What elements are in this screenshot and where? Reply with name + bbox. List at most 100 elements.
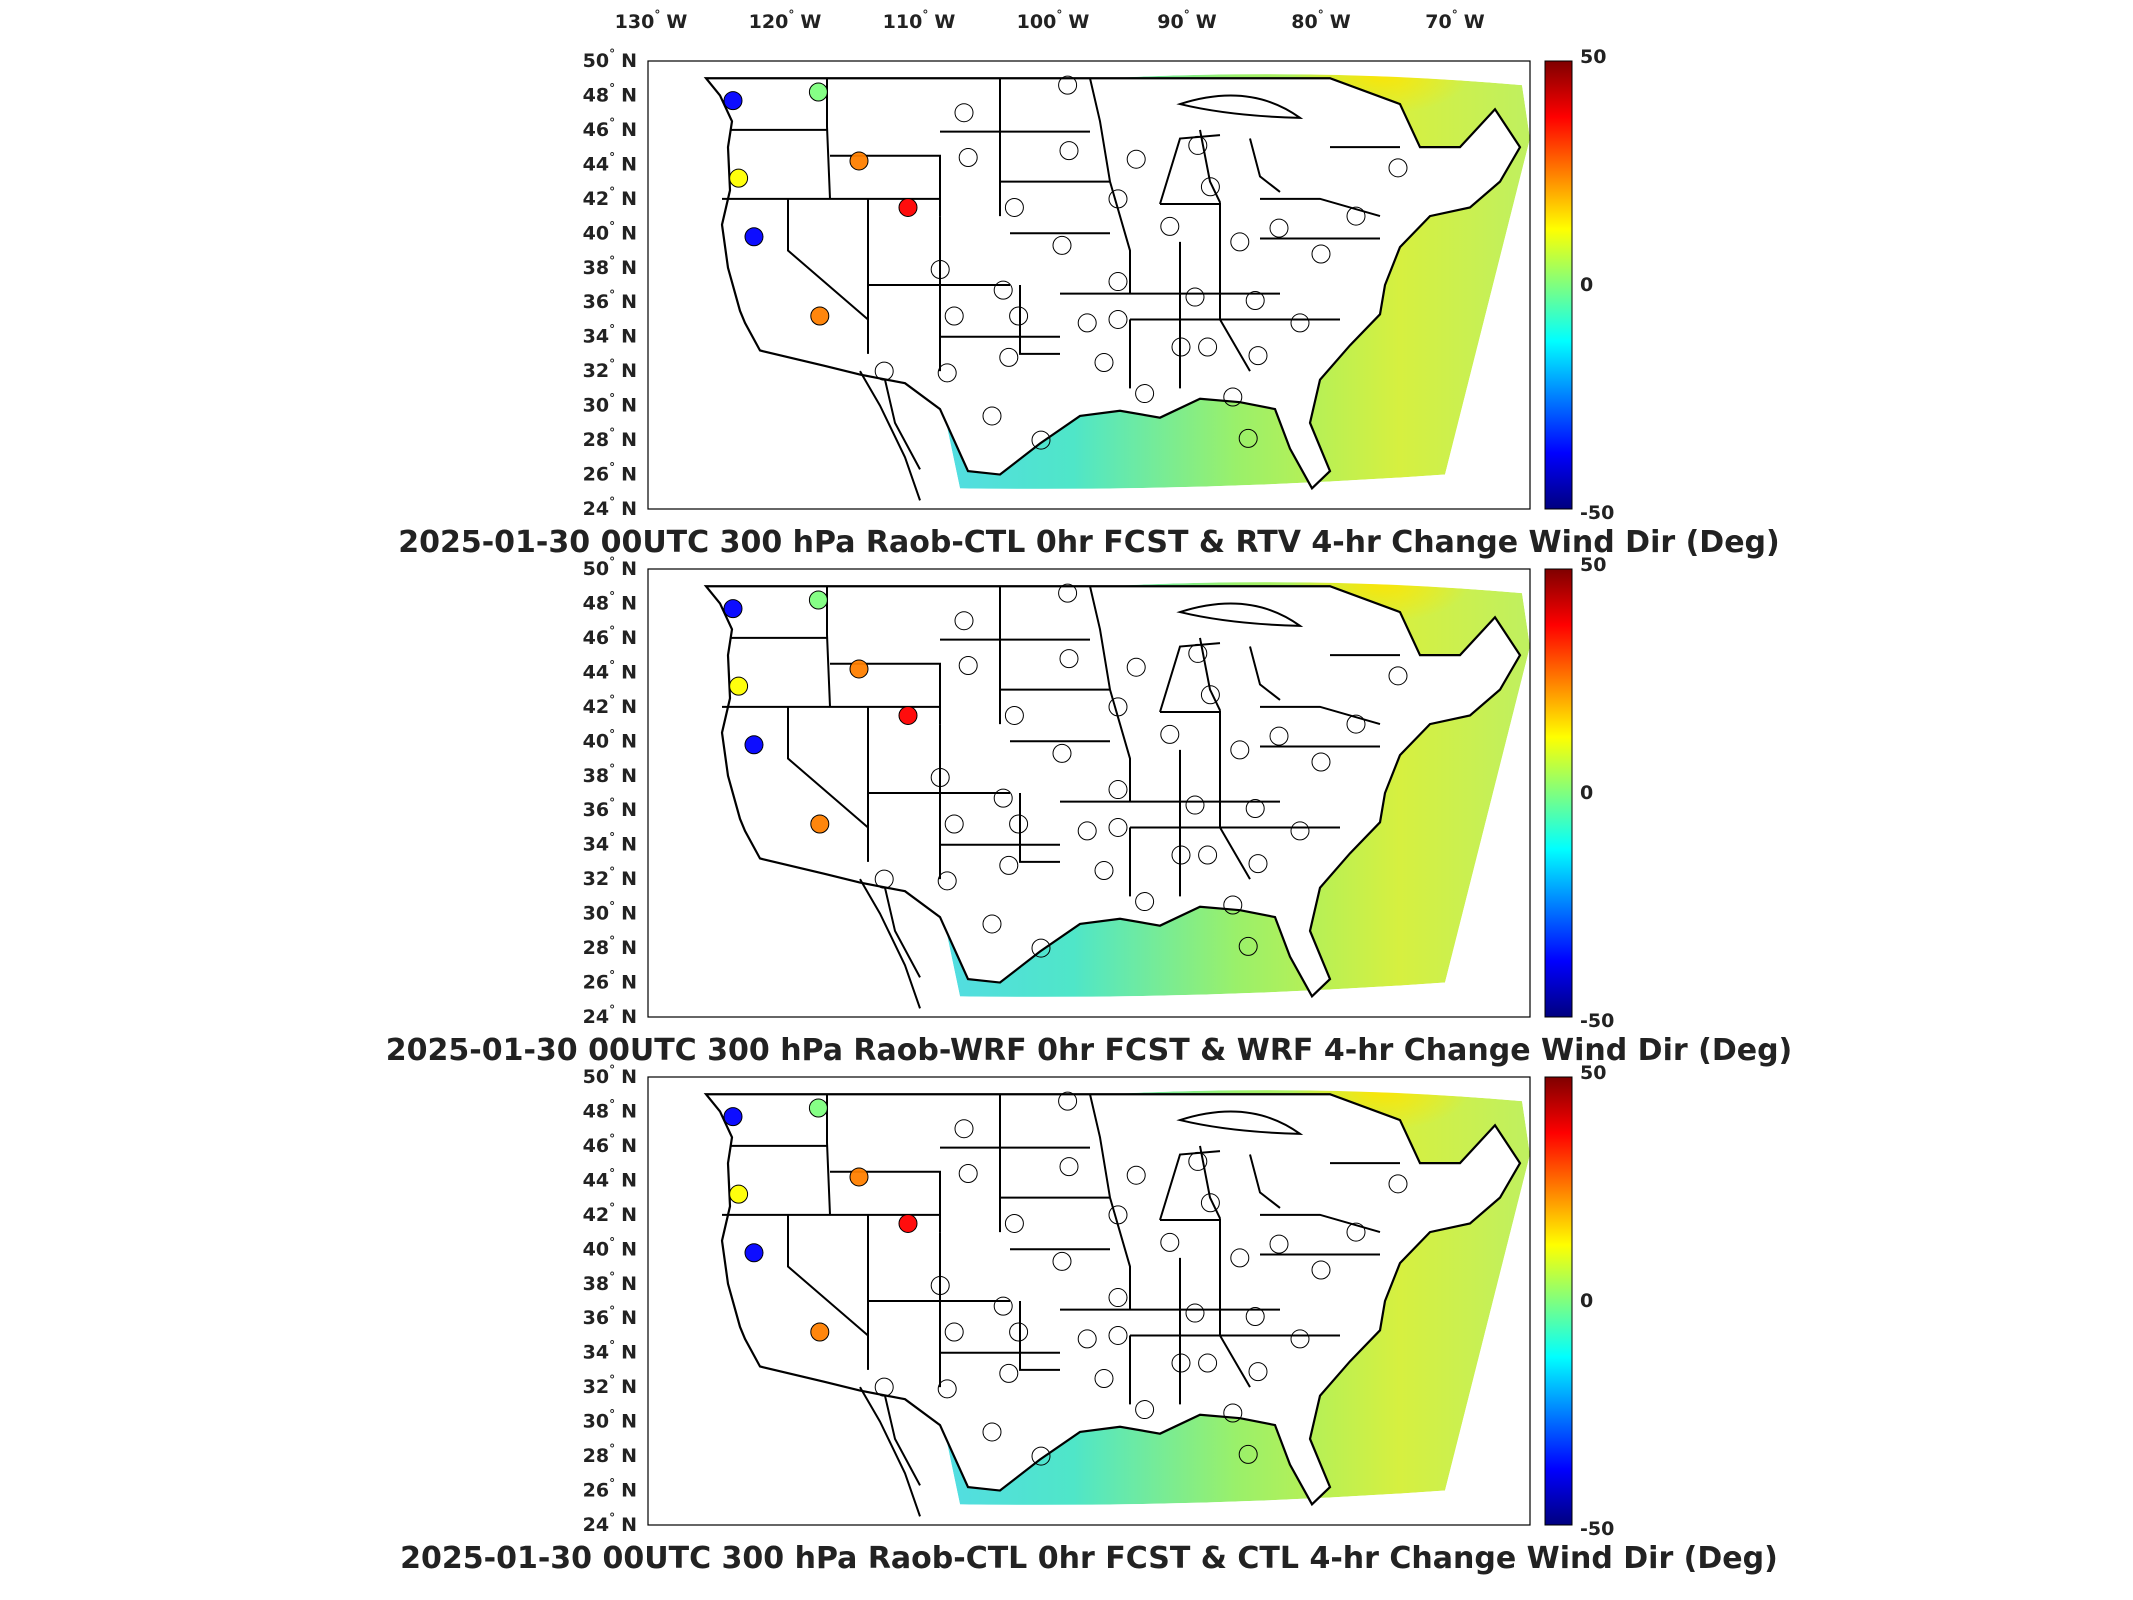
raob-stations [723, 583, 1408, 958]
station-marker [954, 1119, 974, 1139]
station-marker [954, 103, 974, 123]
station-marker [1108, 1325, 1128, 1345]
station-marker [954, 611, 974, 631]
map-outlines [703, 1093, 1522, 1517]
lat-tick-label: 48° N [583, 589, 637, 614]
station-marker [1311, 1260, 1331, 1280]
station-marker [1230, 740, 1250, 760]
station-marker [874, 361, 894, 381]
state-border [1089, 78, 1111, 182]
station-marker [898, 1213, 918, 1233]
station-marker [1198, 337, 1218, 357]
station-marker [898, 705, 918, 725]
station-marker [1311, 752, 1331, 772]
station-marker [1269, 1234, 1289, 1254]
lat-tick-label: 24° N [583, 1003, 637, 1028]
lon-tick-label: 110° W [883, 8, 956, 33]
station-marker [1108, 1205, 1128, 1225]
plot-frame [647, 568, 1531, 1018]
lat-tick-label: 50° N [583, 1063, 637, 1088]
station-marker [1223, 1403, 1243, 1423]
raob-stations [723, 1091, 1408, 1466]
station-marker [849, 659, 869, 679]
panel-title: 2025-01-30 00UTC 300 hPa Raob-WRF 0hr FC… [386, 1033, 1793, 1068]
station-marker [1290, 821, 1310, 841]
lat-tick-label: 24° N [583, 495, 637, 520]
station-marker [930, 767, 950, 787]
station-marker [1108, 272, 1128, 292]
station-marker [937, 871, 957, 891]
station-marker [1135, 892, 1155, 912]
state-border [1260, 197, 1381, 218]
station-marker [1108, 309, 1128, 329]
station-marker [1077, 313, 1097, 333]
station-marker [1052, 1251, 1072, 1271]
station-marker [1200, 685, 1220, 705]
station-marker [999, 1363, 1019, 1383]
station-marker [1245, 1307, 1265, 1327]
state-border [1109, 1197, 1131, 1310]
station-marker [999, 855, 1019, 875]
state-border [1019, 793, 1060, 863]
station-marker [1230, 232, 1250, 252]
station-marker [982, 914, 1002, 934]
colorbar-tick-label: -50 [1580, 1518, 1614, 1540]
station-marker [1094, 353, 1114, 373]
lat-tick-label: 46° N [583, 1132, 637, 1157]
station-marker [723, 599, 743, 619]
station-marker [1058, 1091, 1078, 1111]
station-marker [930, 1275, 950, 1295]
lat-tick-label: 34° N [583, 1339, 637, 1364]
colorbar-tick-label: 0 [1580, 274, 1593, 296]
state-border [1109, 181, 1131, 294]
station-marker [1094, 1369, 1114, 1389]
panels: 50° N 48° N 46° N 44° N 42° N 40° N 38° N 36° N 34° N 32° N… [386, 46, 1793, 1576]
lat-tick-label: 44° N [583, 658, 637, 683]
lon-tick-label: 130° W [615, 8, 688, 33]
station-marker [999, 347, 1019, 367]
station-marker [1188, 643, 1208, 663]
station-marker [1160, 1232, 1180, 1252]
lake-superior [1176, 602, 1304, 627]
lat-tick-label: 32° N [583, 357, 637, 382]
station-marker [1108, 1288, 1128, 1308]
station-marker [1198, 845, 1218, 865]
station-marker [1185, 795, 1205, 815]
lat-tick-label: 42° N [583, 185, 637, 210]
lat-tick-label: 36° N [583, 288, 637, 313]
station-marker [1188, 1151, 1208, 1171]
station-marker [937, 1379, 957, 1399]
station-marker [982, 406, 1002, 426]
lat-tick-label: 36° N [583, 1304, 637, 1329]
station-marker [1126, 1165, 1146, 1185]
station-marker [1160, 216, 1180, 236]
station-marker [808, 82, 828, 102]
lat-tick-label: 32° N [583, 1373, 637, 1398]
lake-michigan-huron [1199, 1145, 1281, 1219]
state-border [787, 198, 869, 321]
station-marker [1185, 1303, 1205, 1323]
lon-tick-label: 70° W [1425, 8, 1484, 33]
state-border [1159, 134, 1221, 205]
colorbar-gradient [1544, 60, 1573, 510]
station-marker [1135, 1400, 1155, 1420]
map-panel-2: 50° N 48° N 46° N 44° N 42° N 40° N 38° N 36° N 34° N 32° N… [386, 554, 1793, 1068]
lat-tick-label: 40° N [583, 727, 637, 752]
station-marker [729, 676, 749, 696]
lat-tick-label: 30° N [583, 1408, 637, 1433]
station-marker [1200, 1193, 1220, 1213]
station-marker [1290, 313, 1310, 333]
lat-tick-label: 38° N [583, 254, 637, 279]
station-marker [1223, 387, 1243, 407]
lat-tick-label: 26° N [583, 461, 637, 486]
station-marker [808, 590, 828, 610]
station-marker [729, 168, 749, 188]
longitude-axis: 130° W 120° W 110° W 100° W 90° W 80° W 70° W [615, 8, 1485, 33]
station-marker [898, 197, 918, 217]
colorbar-tick-label: 50 [1580, 1062, 1606, 1084]
latitude-axis: 50° N 48° N 46° N 44° N 42° N 40° N 38° N 36° N 34° N 32° N… [583, 47, 637, 520]
lon-tick-label: 120° W [749, 8, 822, 33]
station-marker [1346, 714, 1366, 734]
station-marker [1126, 657, 1146, 677]
panel-title: 2025-01-30 00UTC 300 hPa Raob-CTL 0hr FC… [400, 1541, 1778, 1576]
